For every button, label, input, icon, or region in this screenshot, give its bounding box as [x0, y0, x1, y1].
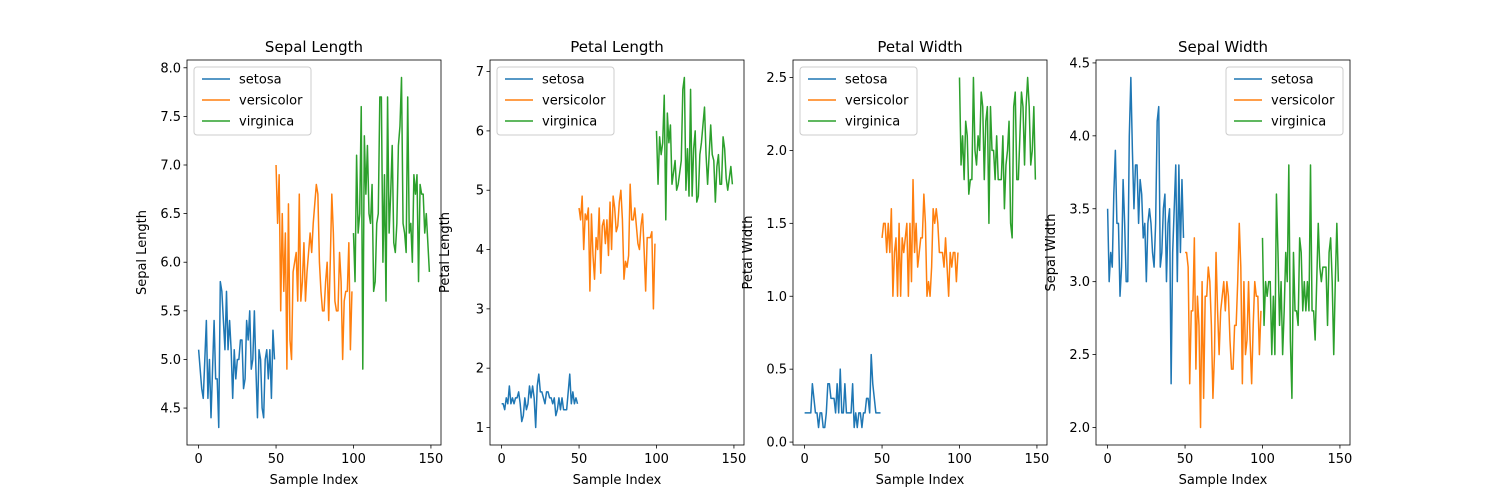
y-tick-label: 4.5	[1069, 56, 1090, 71]
series-line-versicolor	[881, 178, 959, 297]
y-tick-label: 5.0	[160, 353, 181, 368]
y-tick-label: 8.0	[160, 61, 181, 76]
legend-box	[1225, 66, 1344, 136]
y-axis-label: Petal Length	[438, 212, 453, 293]
y-tick-label: 2	[476, 362, 484, 377]
y-tick-label: 5	[476, 184, 484, 199]
legend-label-virginica: virginica	[542, 115, 597, 130]
legend-box	[496, 66, 615, 136]
legend: setosa versicolor virginica	[1225, 66, 1344, 136]
y-tick-label: 6.0	[160, 256, 181, 271]
subplot-sepal-width: 0 50 100 150 2.0 2.5 3.0 3.5 4.0 4.5 Sepal Width Sa…	[1044, 38, 1352, 488]
y-tick-label: 2.0	[1069, 421, 1090, 436]
y-tick-label: 7.0	[160, 159, 181, 174]
x-tick-label: 150	[722, 452, 747, 467]
x-tick-label: 100	[1250, 452, 1275, 467]
legend-label-setosa: setosa	[845, 73, 888, 88]
x-axis-label: Sample Index	[270, 473, 359, 488]
y-tick-label: 1.0	[766, 290, 787, 305]
legend-label-versicolor: versicolor	[1271, 94, 1335, 109]
y-axis-label: Sepal Width	[1044, 214, 1059, 292]
x-axis-label: Sample Index	[1179, 473, 1268, 488]
axes-frame	[186, 59, 442, 446]
series-line-setosa	[804, 353, 881, 429]
series-line-setosa	[197, 280, 276, 429]
legend-label-versicolor: versicolor	[542, 94, 606, 109]
axes-frame	[1095, 59, 1351, 446]
x-tick-label: 100	[644, 452, 669, 467]
x-axis-label: Sample Index	[876, 473, 965, 488]
legend-label-virginica: virginica	[845, 115, 900, 130]
legend-label-setosa: setosa	[1271, 73, 1314, 88]
x-tick-label: 50	[1177, 452, 1194, 467]
series-line-setosa	[1106, 76, 1185, 385]
y-tick-label: 1	[476, 421, 484, 436]
legend-label-versicolor: versicolor	[239, 94, 303, 109]
legend: setosa versicolor virginica	[799, 66, 918, 136]
subplot-petal-width: 0 50 100 150 0.0 0.5 1.0 1.5 2.0 2.5 Petal Width Sa…	[741, 38, 1049, 488]
series-line-versicolor	[578, 183, 656, 310]
y-tick-label: 7.5	[160, 110, 181, 125]
legend-label-versicolor: versicolor	[845, 94, 909, 109]
series-line-virginica	[352, 76, 431, 370]
legend: setosa versicolor virginica	[496, 66, 615, 136]
chart-title: Petal Width	[877, 38, 962, 56]
y-tick-label: 3.5	[1069, 202, 1090, 217]
x-tick-label: 50	[874, 452, 891, 467]
y-tick-label: 3.0	[1069, 275, 1090, 290]
y-tick-label: 4.5	[160, 402, 181, 417]
subplot-petal-length: 0 50 100 150 1 2 3 4 5 6 7 Petal Length Sample Index…	[438, 38, 746, 488]
x-tick-label: 150	[1328, 452, 1353, 467]
x-tick-label: 50	[571, 452, 588, 467]
y-tick-label: 0.0	[766, 436, 787, 451]
y-tick-label: 1.5	[766, 217, 787, 232]
legend: setosa versicolor virginica	[193, 66, 312, 136]
axes-frame	[792, 59, 1048, 446]
chart-title: Sepal Length	[265, 38, 363, 56]
x-tick-label: 0	[1103, 452, 1111, 467]
legend-label-setosa: setosa	[239, 73, 282, 88]
y-tick-label: 4.0	[1069, 129, 1090, 144]
series-line-virginica	[1261, 164, 1340, 400]
x-tick-label: 0	[800, 452, 808, 467]
x-tick-label: 150	[1025, 452, 1050, 467]
x-tick-label: 0	[497, 452, 505, 467]
chart-title: Sepal Width	[1178, 38, 1268, 56]
y-tick-label: 3	[476, 302, 484, 317]
legend-label-setosa: setosa	[542, 73, 585, 88]
y-tick-label: 2.5	[1069, 348, 1090, 363]
y-tick-label: 4	[476, 243, 484, 258]
y-tick-label: 2.0	[766, 144, 787, 159]
x-axis-label: Sample Index	[573, 473, 662, 488]
y-tick-label: 2.5	[766, 71, 787, 86]
y-tick-label: 5.5	[160, 304, 181, 319]
y-axis-label: Sepal Length	[135, 210, 150, 295]
series-line-setosa	[501, 373, 579, 429]
series-line-virginica	[655, 76, 734, 221]
legend-label-virginica: virginica	[1271, 115, 1326, 130]
x-tick-label: 0	[194, 452, 202, 467]
x-tick-label: 150	[419, 452, 444, 467]
y-tick-label: 6	[476, 124, 484, 139]
legend-box	[799, 66, 918, 136]
y-tick-label: 0.5	[766, 363, 787, 378]
x-tick-label: 50	[268, 452, 285, 467]
series-line-versicolor	[275, 164, 353, 370]
x-tick-label: 100	[341, 452, 366, 467]
series-line-versicolor	[1185, 222, 1262, 429]
y-tick-label: 7	[476, 65, 484, 80]
series-line-virginica	[958, 76, 1037, 239]
axes-frame	[489, 59, 745, 446]
y-axis-label: Petal Width	[741, 216, 756, 290]
legend-label-virginica: virginica	[239, 115, 294, 130]
subplot-sepal-length: 0 50 100 150 4.5 5.0 5.5 6.0 6.5 7.0 7.5 8.0 Sepal L…	[135, 38, 443, 488]
y-tick-label: 6.5	[160, 207, 181, 222]
legend-box	[193, 66, 312, 136]
chart-title: Petal Length	[570, 38, 664, 56]
x-tick-label: 100	[947, 452, 972, 467]
